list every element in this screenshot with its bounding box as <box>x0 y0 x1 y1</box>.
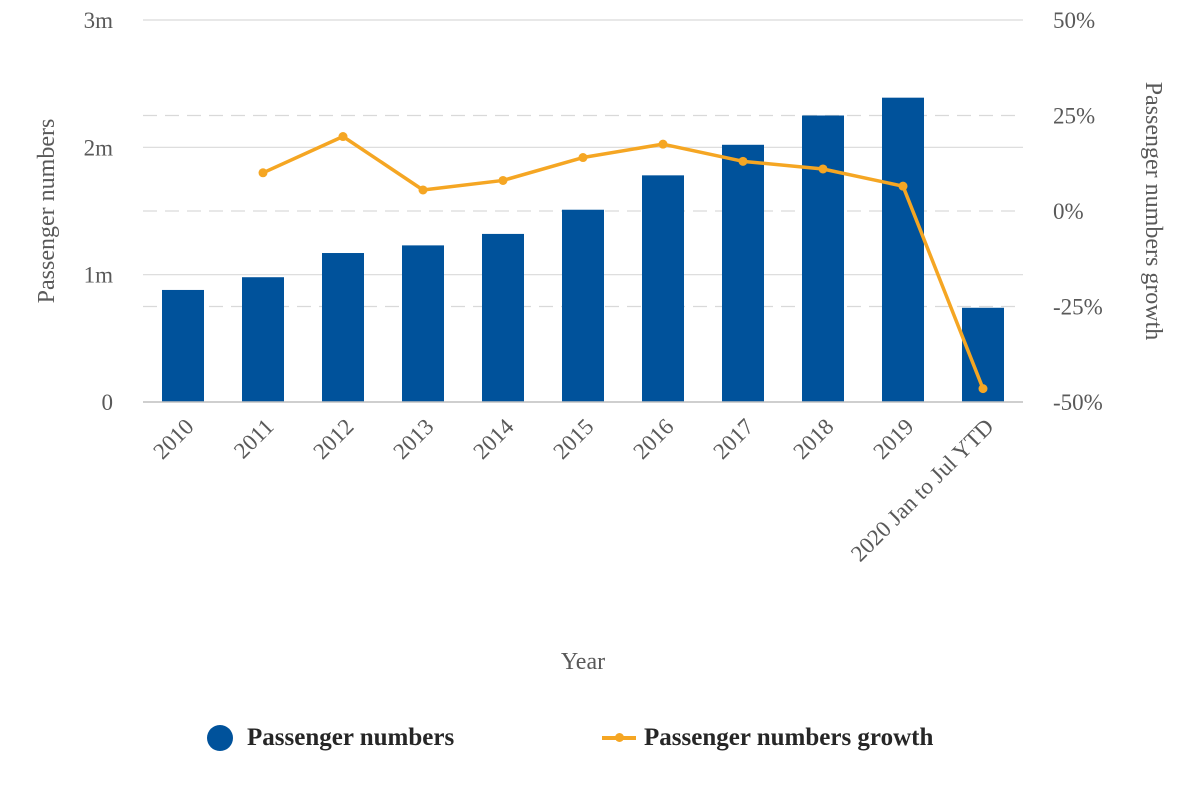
y2-axis-title: Passenger numbers growth <box>1140 82 1166 341</box>
x-tick-label-2019: 2019 <box>868 414 918 464</box>
y-tick-label-2: 2m <box>84 135 114 160</box>
y2-tick-label-3: 25% <box>1053 104 1095 129</box>
growth-point-2020-jan-to-jul-ytd <box>978 384 988 394</box>
y2-tick-label-0: -50% <box>1053 390 1103 415</box>
legend-item-passenger-numbers-growth[interactable]: Passenger numbers growth <box>602 716 933 760</box>
y2-tick-label-4: 50% <box>1053 8 1095 33</box>
x-tick-label-2020-jan-to-jul-ytd: 2020 Jan to Jul YTD <box>846 414 999 567</box>
y-axis-title: Passenger numbers <box>34 119 60 304</box>
bar-2013 <box>402 245 444 402</box>
x-tick-label-2010: 2010 <box>148 414 198 464</box>
growth-point-2013 <box>418 185 428 195</box>
x-tick-label-2018: 2018 <box>788 414 838 464</box>
x-tick-label-2016: 2016 <box>628 414 678 464</box>
growth-point-2018 <box>818 164 828 174</box>
legend-label-passenger-numbers: Passenger numbers <box>247 724 455 751</box>
x-axis-title: Year <box>561 649 605 675</box>
bar-2012 <box>322 253 364 402</box>
growth-line <box>262 134 985 390</box>
chart-legend: Passenger numbers Passenger numbers grow… <box>0 716 1200 760</box>
growth-point-2016 <box>658 139 668 149</box>
growth-point-2012 <box>338 132 348 142</box>
y-tick-label-1: 1m <box>84 263 114 288</box>
bar-2017 <box>722 144 764 402</box>
bar-2016 <box>642 175 684 402</box>
bar-2014 <box>482 233 524 402</box>
y-tick-label-0: 0 <box>102 390 114 415</box>
y2-tick-label-1: -25% <box>1053 295 1103 320</box>
legend-label-passenger-numbers-growth: Passenger numbers growth <box>644 724 934 751</box>
legend-swatch-bar <box>207 725 233 751</box>
growth-point-2017 <box>738 156 748 166</box>
bar-2018 <box>802 115 844 402</box>
y2-tick-label-2: 0% <box>1053 199 1084 224</box>
bar-2019 <box>882 97 924 402</box>
x-tick-label-2015: 2015 <box>548 414 598 464</box>
bar-2015 <box>562 209 604 402</box>
y-tick-label-3: 3m <box>84 8 114 33</box>
growth-point-2019 <box>898 181 908 191</box>
growth-point-2015 <box>578 153 588 163</box>
x-tick-label-2014: 2014 <box>468 414 519 465</box>
growth-point-2014 <box>498 175 508 185</box>
legend-swatch-dot <box>615 733 624 742</box>
x-tick-label-2011: 2011 <box>229 414 279 464</box>
bar-2011 <box>242 277 284 402</box>
x-tick-label-2017: 2017 <box>708 414 758 464</box>
bar-2010 <box>162 289 204 402</box>
x-tick-label-2012: 2012 <box>308 414 358 464</box>
growth-point-2011 <box>258 168 268 178</box>
x-tick-label-2013: 2013 <box>388 414 438 464</box>
legend-item-passenger-numbers[interactable]: Passenger numbers <box>207 716 454 760</box>
legend-swatch-line <box>602 733 636 742</box>
